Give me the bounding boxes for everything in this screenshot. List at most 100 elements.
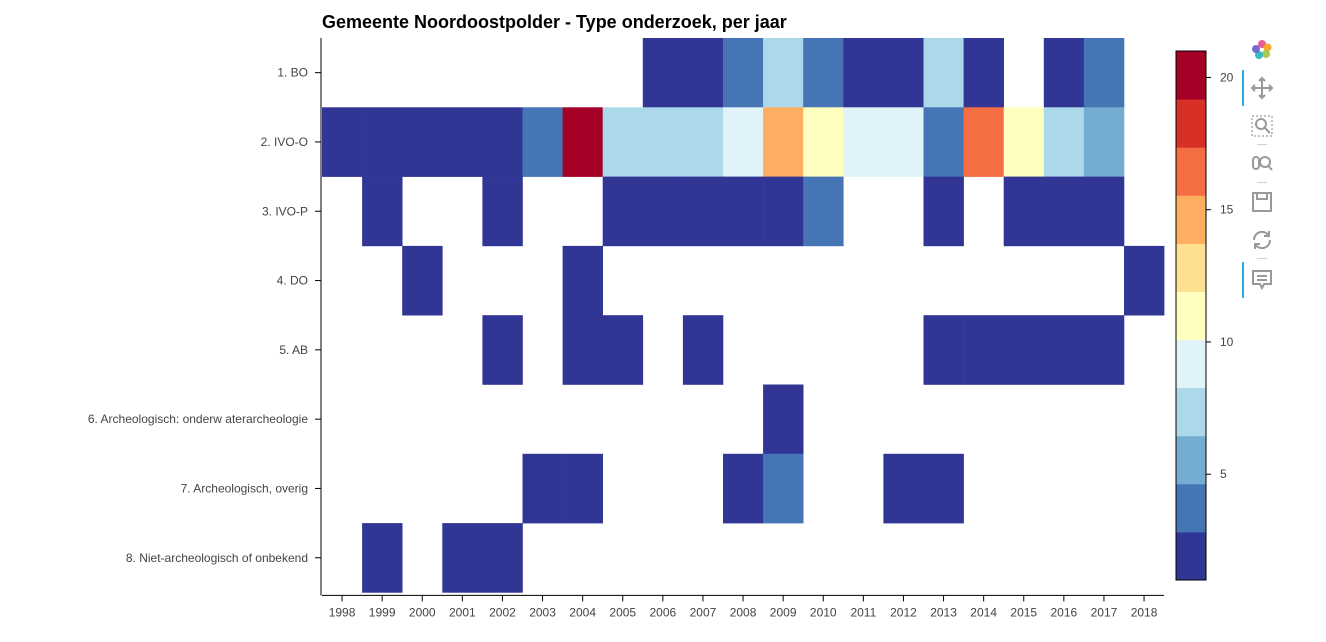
x-tick-label: 2010 [810,605,837,619]
heatmap-cell [562,453,603,524]
colorbar-segment [1176,483,1206,533]
heatmap-cell [1043,107,1085,177]
x-axis: 1998 1999 2000 2001 2002 2003 2004 2005 2006 2007… [322,594,1165,619]
heatmap-cell [763,176,804,247]
chart-title: Gemeente Noordoostpolder - Type onderzoe… [322,12,787,32]
hover-active-indicator [1242,262,1244,298]
heatmap-cell [803,107,844,177]
x-tick-label: 2004 [569,605,596,619]
heatmap-cell [723,453,764,524]
reset-icon[interactable] [1250,228,1274,252]
colorbar-segment [1176,339,1206,389]
heatmap-cell [362,107,403,177]
heatmap-cell [923,38,964,108]
heatmap-cell [843,38,884,108]
heatmap-cell [1003,176,1045,247]
heatmap-cell [723,38,764,108]
heatmap-cell [763,453,804,524]
x-tick-label: 2012 [890,605,917,619]
x-tick-label: 2001 [449,605,476,619]
heatmap-cell [1083,176,1125,247]
heatmap-cell [322,107,363,177]
x-tick-label: 2009 [770,605,797,619]
heatmap-cell [522,107,563,177]
heatmap-cell [1043,38,1085,108]
colorbar-segment [1176,147,1206,196]
heatmap-cell [1043,176,1085,247]
heatmap-cell [642,107,684,177]
heatmap-cell [602,176,644,247]
heatmap-cell [923,107,964,177]
heatmap-cell [1043,315,1085,385]
heatmap-cell [963,315,1004,385]
x-tick-label: 2015 [1010,605,1037,619]
heatmap-cell [923,176,964,247]
heatmap-cell [723,176,764,247]
x-tick-label: 2013 [930,605,957,619]
heatmap-cell [763,384,804,455]
bokeh-logo-icon[interactable] [1250,38,1274,62]
colorbar-segment [1176,291,1206,341]
pan-active-indicator [1242,70,1244,106]
y-tick-label: 6. Archeologisch: onderw aterarcheologie [88,412,308,426]
heatmap-cell [562,107,603,177]
heatmap-cells [322,38,1165,593]
heatmap-cell [883,107,924,177]
wheel-zoom-icon[interactable] [1250,152,1274,176]
colorbar-segment [1176,99,1206,148]
colorbar-tick-label: 20 [1220,70,1234,84]
heatmap-cell [442,523,483,593]
heatmap-cell [362,523,403,593]
colorbar-segment [1176,531,1206,581]
heatmap-cell [1003,107,1045,177]
heatmap-cell [402,107,443,177]
heatmap-cell [362,176,403,247]
y-tick-label: 3. IVO-P [262,204,308,218]
heatmap-cell [682,315,724,385]
heatmap-cell [963,38,1004,108]
heatmap-cell [1083,107,1125,177]
colorbar-segment [1176,243,1206,292]
x-tick-label: 2011 [850,605,876,619]
colorbar-segment [1176,51,1206,100]
colorbar-segment [1176,435,1206,485]
heatmap-cell [682,176,724,247]
heatmap-cell [1124,245,1165,316]
x-tick-label: 2000 [409,605,436,619]
y-tick-label: 1. BO [277,66,308,80]
heatmap-cell [642,38,684,108]
x-tick-label: 2017 [1091,605,1118,619]
x-tick-label: 1998 [329,605,356,619]
x-tick-label: 2002 [489,605,516,619]
heatmap-cell [402,245,443,316]
heatmap-cell [642,176,684,247]
y-tick-label: 4. DO [277,274,308,288]
heatmap-cell [843,107,884,177]
heatmap-cell [883,453,924,524]
y-tick-label: 2. IVO-O [261,135,308,149]
x-tick-label: 2006 [649,605,676,619]
heatmap-cell [602,107,644,177]
colorbar-tick-label: 5 [1220,467,1227,481]
y-tick-label: 7. Archeologisch, overig [181,481,308,495]
x-tick-label: 2007 [690,605,717,619]
heatmap-cell [1003,315,1045,385]
heatmap-cell [1083,38,1125,108]
y-axis: 1. BO 2. IVO-O 3. IVO-P 4. DO 5. AB 6. Archeo… [88,38,322,596]
colorbar-tick-label: 15 [1220,203,1234,217]
heatmap-cell [723,107,764,177]
box-zoom-icon[interactable] [1250,114,1274,138]
toolbar-divider [1257,182,1267,183]
heatmap-cell [763,38,804,108]
heatmap-cell [482,523,523,593]
hover-icon[interactable] [1250,268,1274,292]
heatmap-cell [763,107,804,177]
save-icon[interactable] [1250,190,1274,214]
pan-icon[interactable] [1250,76,1274,100]
heatmap-cell [883,38,924,108]
toolbar-divider [1257,144,1267,145]
heatmap-cell [963,107,1004,177]
heatmap-cell [602,315,644,385]
heatmap-cell [562,245,603,316]
